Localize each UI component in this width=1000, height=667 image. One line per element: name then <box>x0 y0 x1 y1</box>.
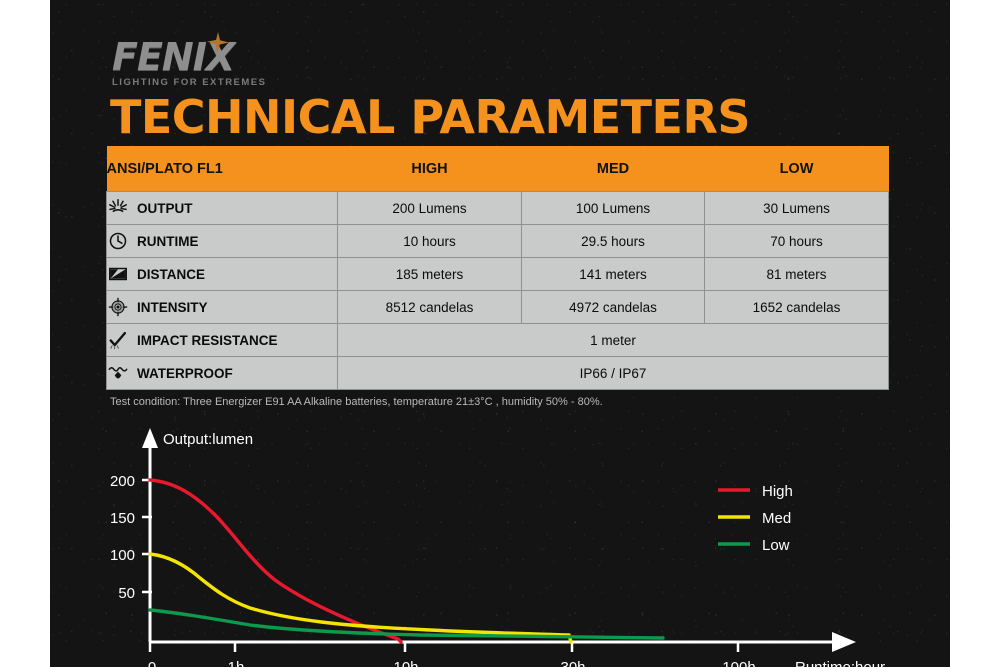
row-label-impact-resistance: IMPACT RESISTANCE <box>106 323 338 357</box>
chart-legend: High Med Low <box>718 483 793 554</box>
row-label-distance: DISTANCE <box>106 257 338 291</box>
column-header-low: LOW <box>704 146 889 192</box>
cell-output-high: 200 Lumens <box>337 191 522 225</box>
table-row: DISTANCE 185 meters 141 meters 81 meters <box>106 257 889 291</box>
x-tick-marks <box>148 642 740 652</box>
xtick-label-30h: 30h <box>560 659 585 667</box>
row-label-output: OUTPUT <box>106 191 338 225</box>
runtime-output-chart: 200 150 100 50 0 1h 10h 30h 100h Output:… <box>110 428 885 667</box>
ytick-label-50: 50 <box>118 585 135 602</box>
xtick-label-10h: 10h <box>393 659 418 667</box>
test-condition-note: Test condition: Three Energizer E91 AA A… <box>110 396 603 408</box>
row-label-text: DISTANCE <box>137 266 206 282</box>
cell-waterproof-all: IP66 / IP67 <box>337 356 889 390</box>
chart-axes <box>142 428 856 652</box>
legend-label-high: High <box>762 483 793 500</box>
row-label-text: IMPACT RESISTANCE <box>137 332 278 348</box>
clock-icon <box>107 230 129 252</box>
specification-table: ANSI/PLATO FL1 HIGH MED LOW <box>106 146 889 390</box>
cell-impact-resistance-all: 1 meter <box>337 323 889 357</box>
cell-distance-high: 185 meters <box>337 257 522 291</box>
x-axis-arrow <box>832 632 856 652</box>
ytick-label-200: 200 <box>110 473 135 490</box>
column-header-high: HIGH <box>337 146 522 192</box>
column-header-ansi: ANSI/PLATO FL1 <box>106 146 338 192</box>
cell-intensity-high: 8512 candelas <box>337 290 522 324</box>
y-axis-title: Output:lumen <box>163 431 253 448</box>
row-label-runtime: RUNTIME <box>106 224 338 258</box>
ytick-label-100: 100 <box>110 547 135 564</box>
column-header-med: MED <box>521 146 705 192</box>
xtick-label-0: 0 <box>148 659 156 667</box>
row-label-intensity: INTENSITY <box>106 290 338 324</box>
brand-tagline: LIGHTING FOR EXTREMES <box>112 77 267 88</box>
beam-distance-icon <box>107 263 129 285</box>
table-row: WATERPROOF IP66 / IP67 <box>106 356 889 390</box>
fenix-logo: FENIX LIGHTING FOR EXTREMES <box>112 32 312 88</box>
table-row: RUNTIME 10 hours 29.5 hours 70 hours <box>106 224 889 258</box>
cell-output-low: 30 Lumens <box>704 191 889 225</box>
sunburst-icon <box>107 197 129 219</box>
table-row: OUTPUT 200 Lumens 100 Lumens 30 Lumens <box>106 191 889 225</box>
row-label-waterproof: WATERPROOF <box>106 356 338 390</box>
impact-check-icon <box>107 329 129 351</box>
waterdrop-icon <box>107 362 129 384</box>
row-label-text: INTENSITY <box>137 299 208 315</box>
y-axis-arrow <box>142 428 158 448</box>
row-label-text: WATERPROOF <box>137 365 233 381</box>
row-label-text: OUTPUT <box>137 200 193 216</box>
x-axis-title: Runtime:hour <box>795 659 885 667</box>
series-line-med <box>148 552 573 644</box>
cell-runtime-low: 70 hours <box>704 224 889 258</box>
cell-distance-low: 81 meters <box>704 257 889 291</box>
xtick-label-1h: 1h <box>228 659 245 667</box>
ytick-label-150: 150 <box>110 510 135 527</box>
crosshair-icon <box>107 296 129 318</box>
page-title: TECHNICAL PARAMETERS <box>110 90 751 144</box>
cell-intensity-low: 1652 candelas <box>704 290 889 324</box>
table-header-row: ANSI/PLATO FL1 HIGH MED LOW <box>106 146 889 192</box>
cell-intensity-med: 4972 candelas <box>521 290 705 324</box>
legend-label-low: Low <box>762 537 790 554</box>
brand-name: FENIX <box>112 35 235 79</box>
cell-runtime-high: 10 hours <box>337 224 522 258</box>
cell-runtime-med: 29.5 hours <box>521 224 705 258</box>
cell-distance-med: 141 meters <box>521 257 705 291</box>
series-line-low <box>148 608 665 640</box>
series-line-high <box>148 478 403 644</box>
table-row: INTENSITY 8512 candelas 4972 candelas 16… <box>106 290 889 324</box>
star-icon <box>207 32 229 54</box>
row-label-text: RUNTIME <box>137 233 199 249</box>
legend-label-med: Med <box>762 510 791 527</box>
table-row: IMPACT RESISTANCE 1 meter <box>106 323 889 357</box>
cell-output-med: 100 Lumens <box>521 191 705 225</box>
xtick-label-100h: 100h <box>722 659 755 667</box>
